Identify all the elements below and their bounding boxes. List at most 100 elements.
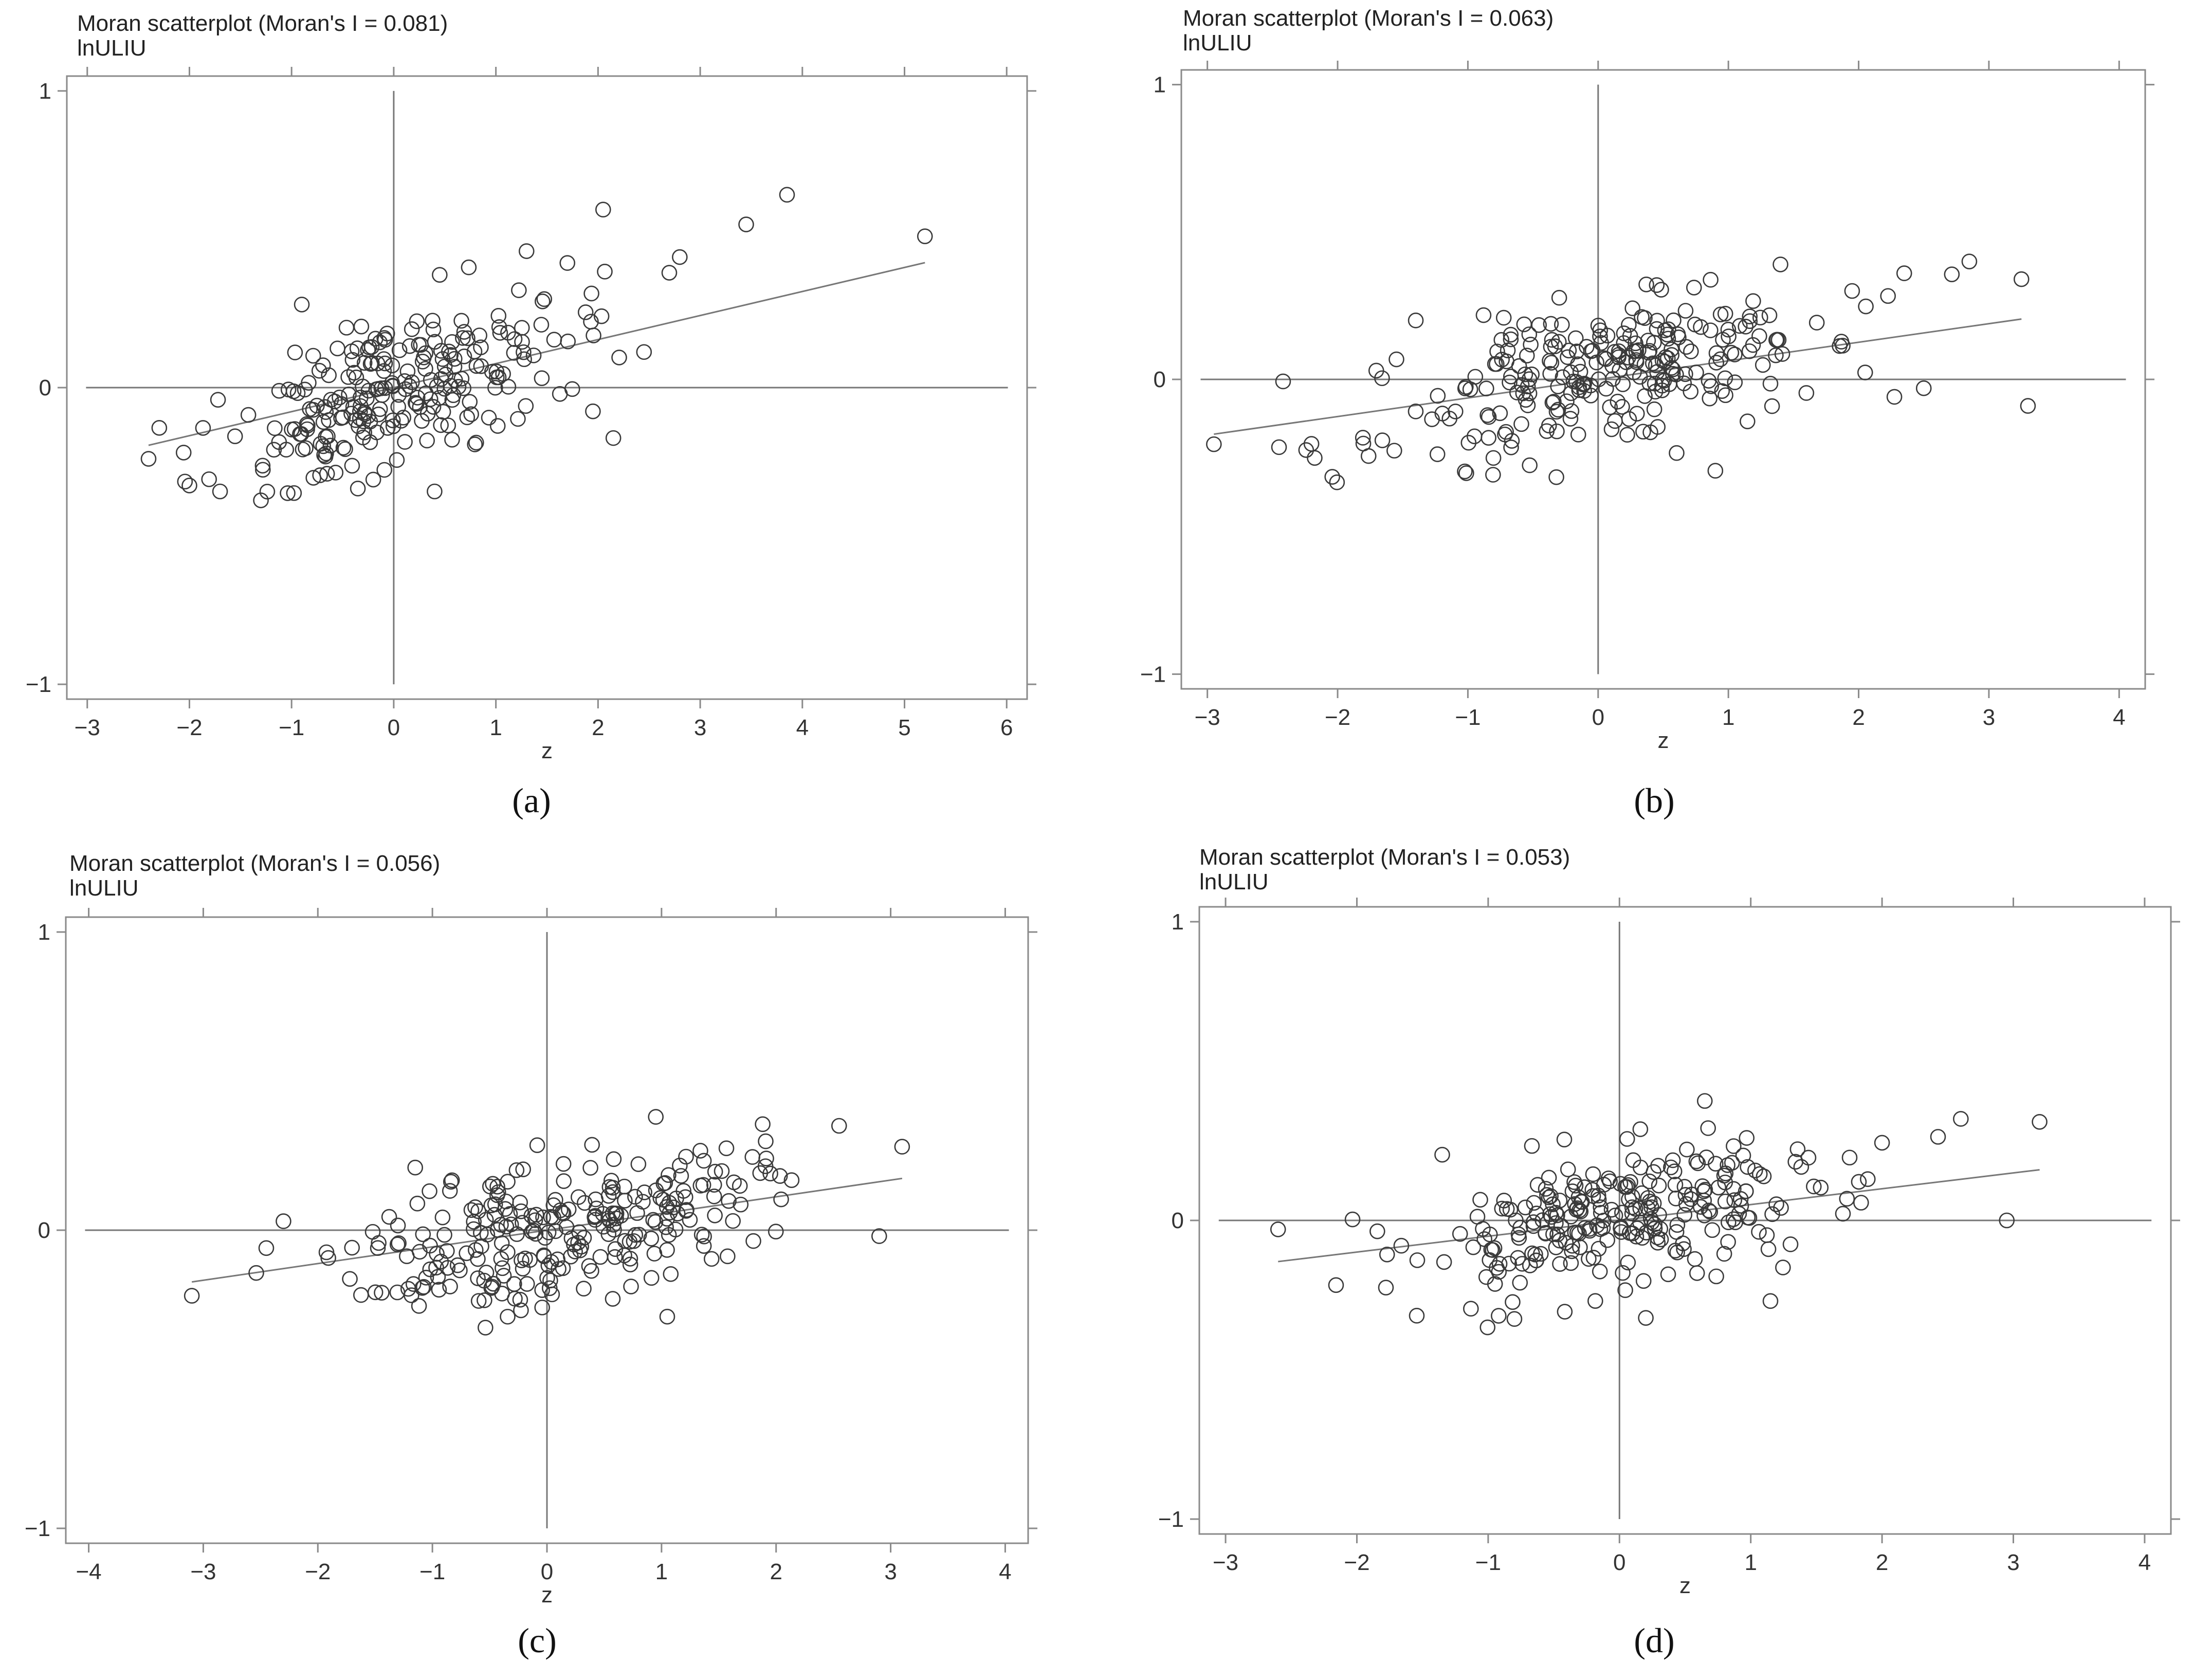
scatter-point xyxy=(1874,1135,1890,1151)
scatter-point xyxy=(673,1168,689,1184)
scatter-point xyxy=(1548,469,1564,485)
scatter-point xyxy=(1631,342,1647,358)
scatter-point xyxy=(1683,343,1699,359)
scatter-point xyxy=(1714,383,1730,399)
scatter-point xyxy=(367,1284,383,1301)
scatter-point xyxy=(415,1226,431,1243)
scatter-point xyxy=(1522,457,1538,473)
scatter-point xyxy=(516,351,532,368)
scatter-point xyxy=(1768,332,1784,348)
scatter-point xyxy=(1702,390,1718,407)
scatter-point xyxy=(1570,356,1586,372)
y-tick-label: −1 xyxy=(26,672,51,697)
scatter-point xyxy=(696,1238,712,1254)
scatter-point xyxy=(1745,293,1761,309)
scatter-point xyxy=(1571,1202,1587,1218)
scatter-point xyxy=(422,1183,437,1199)
scatter-point xyxy=(399,363,416,379)
scatter-point xyxy=(481,410,497,426)
scatter-point xyxy=(547,1192,563,1208)
x-tick-label: 1 xyxy=(655,1559,668,1584)
scatter-point xyxy=(587,1209,602,1225)
scatter-point xyxy=(1503,439,1519,455)
x-tick-label: 4 xyxy=(2139,1550,2151,1575)
scatter-point xyxy=(1592,1263,1608,1280)
scatter-point xyxy=(1491,1264,1507,1280)
scatter-point xyxy=(1526,1195,1542,1211)
scatter-point xyxy=(871,1228,887,1244)
scatter-point xyxy=(1689,1265,1705,1281)
x-axis-label: z xyxy=(541,1582,553,1608)
scatter-point xyxy=(1485,450,1502,466)
scatter-point xyxy=(417,385,434,401)
scatter-point xyxy=(373,380,390,396)
scatter-point xyxy=(444,1172,460,1189)
scatter-point xyxy=(397,434,413,450)
scatter-point xyxy=(1741,343,1758,359)
scatter-point xyxy=(831,1118,847,1134)
scatter-point xyxy=(2032,1113,2048,1130)
scatter-point xyxy=(725,1213,741,1229)
scatter-point xyxy=(1434,1146,1450,1163)
scatter-point xyxy=(1576,1179,1593,1195)
scatter-point xyxy=(514,1252,529,1268)
x-tick-label: 1 xyxy=(1744,1550,1757,1575)
scatter-point xyxy=(1572,363,1588,380)
scatter-point xyxy=(287,344,303,360)
scatter-point xyxy=(1716,1246,1732,1262)
scatter-point xyxy=(1551,1232,1568,1249)
scatter-point xyxy=(1378,1280,1394,1295)
scatter-point xyxy=(489,1179,505,1195)
scatter-point xyxy=(1761,307,1778,323)
scatter-point xyxy=(1642,1194,1658,1210)
scatter-point xyxy=(466,1221,482,1237)
scatter-point xyxy=(271,382,287,399)
x-tick-label: −2 xyxy=(1344,1550,1369,1575)
scatter-point xyxy=(429,1246,445,1262)
scatter-point xyxy=(1409,1252,1426,1268)
scatter-point xyxy=(1677,1187,1694,1203)
scatter-point xyxy=(1542,366,1558,382)
scatter-point xyxy=(1493,332,1510,348)
scatter-point xyxy=(1721,328,1737,344)
scatter-point xyxy=(692,1178,709,1194)
scatter-point xyxy=(714,1163,730,1179)
scatter-point xyxy=(1726,1138,1742,1154)
scatter-point xyxy=(525,348,542,363)
scatter-point xyxy=(337,441,353,457)
scatter-point xyxy=(1485,467,1501,483)
scatter-point xyxy=(488,363,505,380)
scatter-point xyxy=(1598,380,1614,397)
scatter-point xyxy=(1271,439,1287,455)
scatterplot-d: −3 −2 −1 0 1 2 3 4 −1 0 1 z xyxy=(1158,898,2180,1598)
scatter-point xyxy=(1616,325,1632,341)
scatter-point xyxy=(1610,393,1626,410)
scatter-point xyxy=(309,397,325,414)
scatter-point xyxy=(1466,428,1483,445)
scatter-point xyxy=(1835,338,1851,354)
y-tick-label: 1 xyxy=(1172,909,1184,935)
scatter-point xyxy=(453,371,470,387)
scatter-point xyxy=(1621,411,1637,427)
fit-line xyxy=(148,262,925,446)
scatter-point xyxy=(184,1288,200,1304)
scatter-point xyxy=(645,1212,661,1228)
x-tick-label: 0 xyxy=(1592,705,1604,730)
scatter-point xyxy=(672,1158,688,1174)
scatter-point xyxy=(696,1228,712,1245)
scatter-point xyxy=(583,285,599,302)
scatter-point xyxy=(414,1280,430,1296)
scatter-point xyxy=(442,1279,458,1294)
scatter-point xyxy=(1563,385,1579,401)
scatter-point xyxy=(535,1209,551,1226)
scatter-point xyxy=(1560,1161,1576,1178)
scatter-point xyxy=(534,370,550,386)
scatter-point xyxy=(1559,393,1575,409)
scatter-point xyxy=(779,187,795,203)
scatter-point xyxy=(1716,1167,1732,1184)
scatter-point xyxy=(411,1298,427,1314)
scatter-point xyxy=(1686,280,1702,296)
scatter-point xyxy=(1690,1155,1706,1172)
scatter-point xyxy=(1764,1206,1780,1222)
scatter-point xyxy=(1481,430,1496,446)
